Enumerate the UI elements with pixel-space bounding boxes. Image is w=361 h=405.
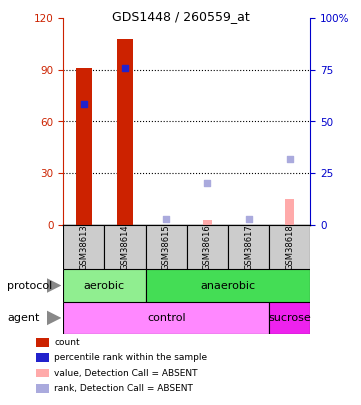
Bar — [203, 220, 212, 225]
Text: count: count — [54, 338, 80, 347]
Bar — [285, 199, 294, 225]
Text: value, Detection Call = ABSENT: value, Detection Call = ABSENT — [54, 369, 198, 377]
Text: GSM38616: GSM38616 — [203, 224, 212, 270]
Text: rank, Detection Call = ABSENT: rank, Detection Call = ABSENT — [54, 384, 193, 393]
Text: GSM38618: GSM38618 — [285, 224, 294, 270]
Point — [287, 156, 293, 162]
Text: sucrose: sucrose — [269, 313, 311, 323]
Point — [81, 101, 87, 107]
Bar — [63, 269, 145, 302]
Bar — [269, 302, 310, 334]
Text: anaerobic: anaerobic — [200, 281, 256, 290]
Bar — [228, 225, 269, 269]
Polygon shape — [47, 311, 61, 325]
Text: GSM38613: GSM38613 — [79, 224, 88, 270]
Polygon shape — [47, 278, 61, 293]
Bar — [145, 269, 310, 302]
Text: percentile rank within the sample: percentile rank within the sample — [54, 353, 207, 362]
Text: GSM38617: GSM38617 — [244, 224, 253, 270]
Point — [246, 215, 252, 222]
Text: protocol: protocol — [7, 281, 52, 290]
Point — [205, 180, 210, 187]
Point — [122, 65, 128, 71]
Text: control: control — [147, 313, 186, 323]
Bar — [104, 225, 145, 269]
Bar — [63, 302, 269, 334]
Text: aerobic: aerobic — [84, 281, 125, 290]
Bar — [75, 68, 92, 225]
Text: GSM38614: GSM38614 — [121, 224, 130, 270]
Bar — [63, 225, 104, 269]
Text: GSM38615: GSM38615 — [162, 224, 171, 270]
Bar — [269, 225, 310, 269]
Bar — [117, 39, 133, 225]
Bar — [145, 225, 187, 269]
Point — [163, 215, 169, 222]
Text: GDS1448 / 260559_at: GDS1448 / 260559_at — [112, 10, 249, 23]
Text: agent: agent — [7, 313, 40, 323]
Bar — [187, 225, 228, 269]
